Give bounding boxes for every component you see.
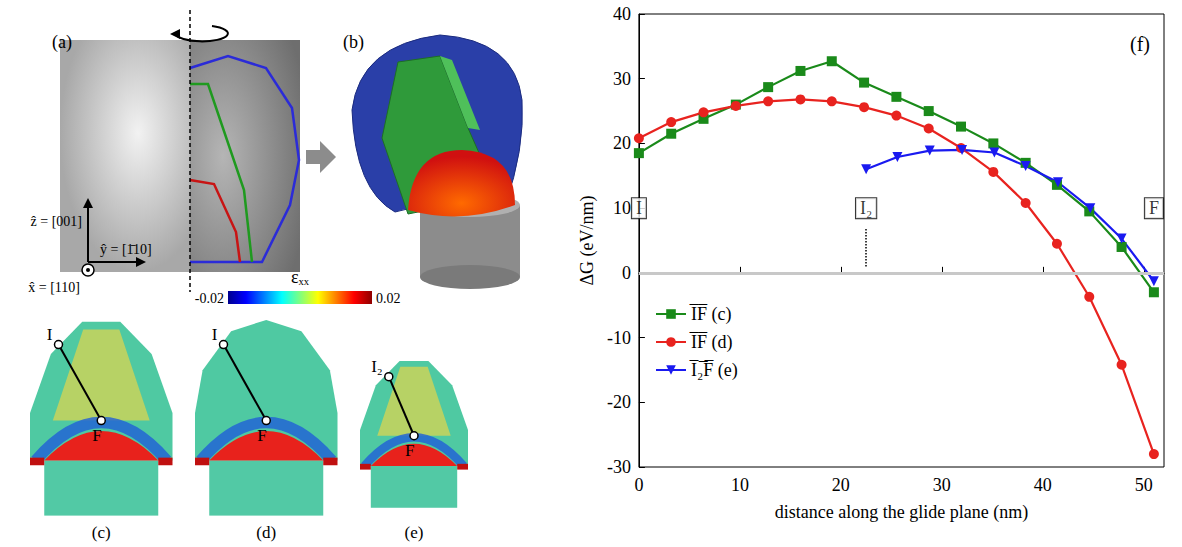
svg-text:(e): (e) (405, 523, 424, 542)
svg-text:F: F (405, 441, 414, 460)
svg-text:I̅F̅ (d): I̅F̅ (d) (689, 332, 732, 353)
svg-text:50: 50 (1135, 475, 1153, 495)
svg-text:(c): (c) (92, 523, 111, 542)
svg-text:I: I (636, 198, 642, 218)
svg-text:(d): (d) (256, 523, 276, 542)
svg-text:ẑ = [001]: ẑ = [001] (31, 214, 82, 229)
svg-text:40: 40 (613, 4, 631, 24)
svg-text:20: 20 (613, 133, 631, 153)
svg-text:0: 0 (622, 263, 631, 283)
svg-text:-20: -20 (607, 392, 631, 412)
svg-text:F: F (1149, 198, 1159, 218)
svg-text:20: 20 (832, 475, 850, 495)
svg-text:I₂: I₂ (371, 357, 383, 376)
svg-text:I̅F̅ (c): I̅F̅ (c) (689, 304, 731, 325)
svg-text:x̂ = [110]: x̂ = [110] (28, 280, 80, 295)
svg-text:30: 30 (933, 475, 951, 495)
svg-text:40: 40 (1034, 475, 1052, 495)
svg-text:10: 10 (613, 198, 631, 218)
svg-text:-0.02: -0.02 (195, 291, 224, 306)
svg-text:10: 10 (731, 475, 749, 495)
svg-text:F: F (257, 426, 266, 445)
svg-text:(a): (a) (52, 32, 72, 53)
svg-text:F: F (92, 426, 101, 445)
svg-text:I: I (212, 325, 218, 344)
svg-text:εₓₓ: εₓₓ (291, 267, 310, 287)
svg-text:distance along the glide plane: distance along the glide plane (nm) (775, 502, 1028, 523)
svg-text:I: I (47, 325, 53, 344)
svg-text:(f): (f) (1130, 33, 1150, 56)
svg-text:(b): (b) (343, 32, 364, 53)
svg-text:I₂: I₂ (860, 198, 872, 218)
svg-text:ΔG (eV/nm): ΔG (eV/nm) (577, 195, 598, 285)
svg-text:30: 30 (613, 69, 631, 89)
svg-text:I̅₂̅F̅ (e): I̅₂̅F̅ (e) (689, 360, 738, 381)
svg-text:0.02: 0.02 (376, 291, 401, 306)
svg-text:ŷ = [1̄10]: ŷ = [1̄10] (100, 242, 152, 257)
svg-text:-10: -10 (607, 328, 631, 348)
svg-text:0: 0 (634, 475, 643, 495)
svg-text:-30: -30 (607, 457, 631, 477)
